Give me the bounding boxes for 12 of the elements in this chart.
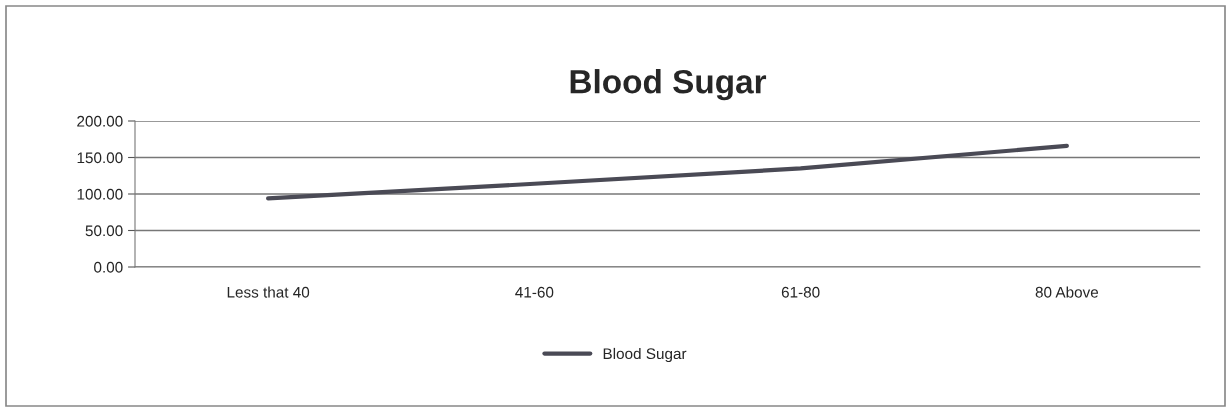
line-series xyxy=(266,143,1069,201)
y-tick-label: 200.00 xyxy=(77,115,123,127)
x-tick-label: 41-60 xyxy=(515,286,554,298)
y-tick-label: 0.00 xyxy=(94,261,123,273)
y-tick-label: 50.00 xyxy=(85,225,123,237)
x-tick-label: Less that 40 xyxy=(227,286,310,298)
legend-label: Blood Sugar xyxy=(603,347,687,363)
chart-title: Blood Sugar xyxy=(570,69,767,101)
y-tick-label: 150.00 xyxy=(77,152,123,164)
y-tick-label: 100.00 xyxy=(77,188,123,200)
x-tick-label: 61-80 xyxy=(781,286,820,298)
x-tick-label: 80 Above xyxy=(1035,286,1099,298)
